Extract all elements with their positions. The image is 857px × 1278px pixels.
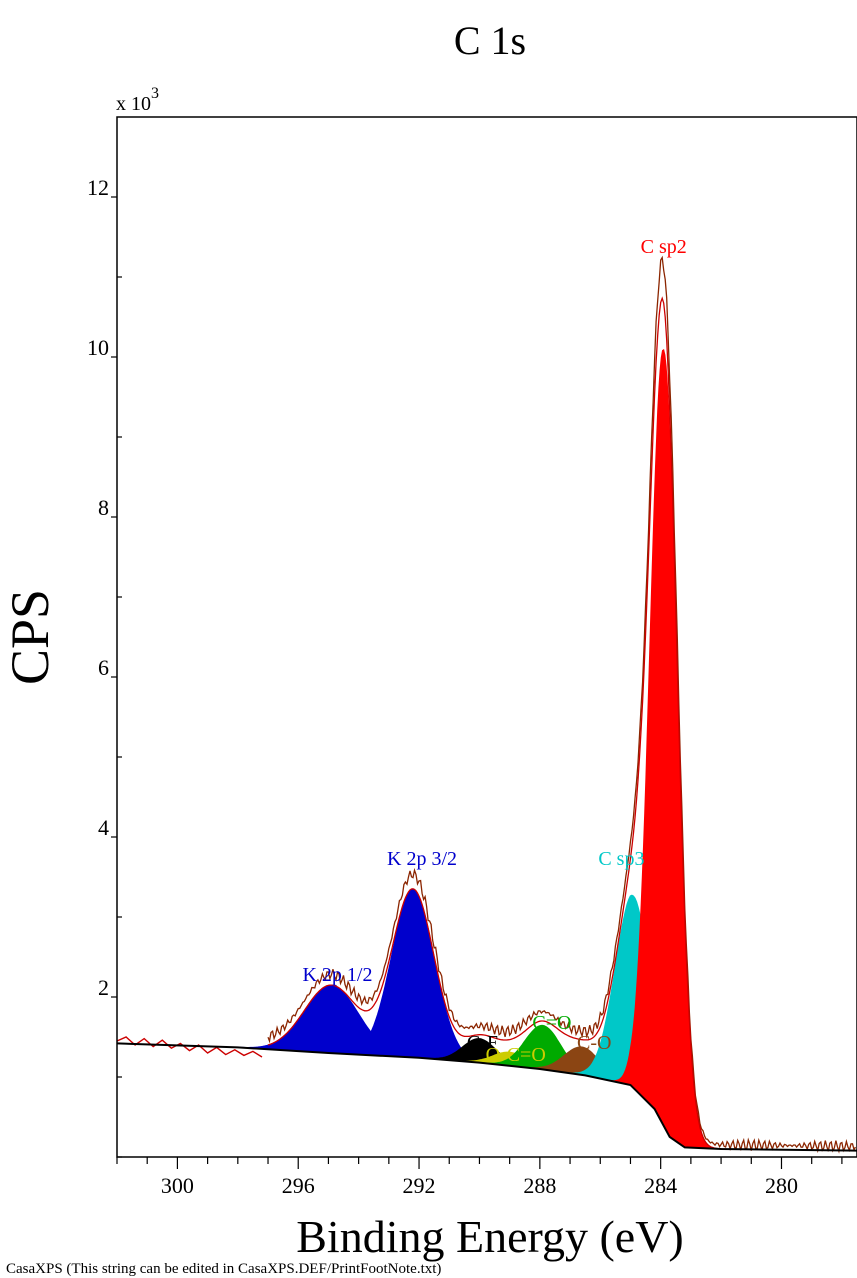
raw-series-0 [116,1036,263,1058]
y-tick-label: 12 [87,175,109,200]
peak-label: K 2p 1/2 [302,964,372,986]
y-tick-label: 10 [87,335,109,360]
y-tick-label: 4 [98,815,109,840]
plot-frame [116,116,857,1158]
x-tick-label: 284 [644,1173,677,1198]
peak-label: C-O [577,1032,611,1054]
footnote: CasaXPS (This string can be edited in Ca… [6,1261,441,1277]
peak-label: O-C=O [486,1044,546,1066]
peak-label: C sp3 [598,848,644,870]
y-tick-label: 2 [98,975,109,1000]
peak-label: C-F [467,1032,498,1054]
x-axis-label: Binding Energy (eV) [296,1211,684,1262]
y-tick-label: 8 [98,495,109,520]
x-tick-label: 300 [161,1173,194,1198]
x-tick-label: 296 [282,1173,315,1198]
component-peak-7 [568,348,759,1150]
peak-label: C sp2 [641,236,687,258]
x-tick-label: 280 [765,1173,798,1198]
raw-data-line [267,255,857,1154]
y-axis: 2 4 6 8 10 12 [87,175,122,1158]
peak-labels: C sp2 K 2p 3/2 C sp3 K 2p 1/2 C=O C-FO-C=O C-O [302,236,686,1066]
x-tick-label: 288 [523,1173,556,1198]
peak-label: K 2p 3/2 [387,848,457,870]
chart-title: C 1s [454,18,526,63]
background-line [116,1042,857,1152]
y-multiplier: x 103 [116,85,159,115]
peak-label: C=O [532,1012,571,1034]
y-axis-label: CPS [0,589,60,685]
x-axis: 300 296 292 288 284 280 [116,1157,843,1198]
y-tick-label: 6 [98,655,109,680]
x-tick-label: 292 [403,1173,436,1198]
plot-area [116,255,857,1154]
